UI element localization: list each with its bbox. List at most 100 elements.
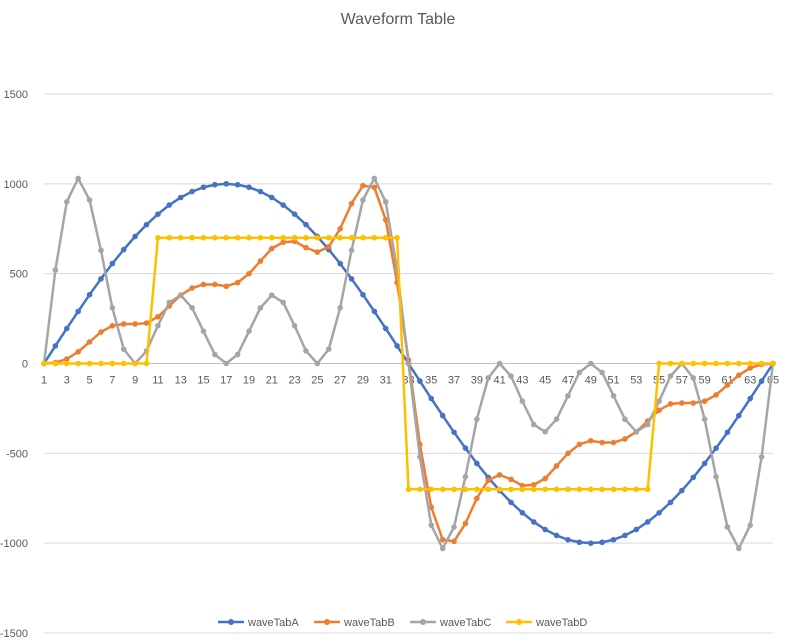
data-point-waveTabD <box>599 486 605 493</box>
data-point-waveTabC <box>246 328 252 334</box>
data-point-waveTabD <box>724 360 731 367</box>
data-point-waveTabC <box>212 351 218 358</box>
data-point-waveTabB <box>86 339 93 345</box>
data-point-waveTabB <box>599 439 605 446</box>
data-point-waveTabD <box>98 360 104 367</box>
data-point-waveTabD <box>280 234 287 241</box>
data-point-waveTabD <box>360 234 366 241</box>
data-point-waveTabB <box>348 200 355 207</box>
data-point-waveTabD <box>200 234 207 241</box>
data-point-waveTabC <box>109 305 116 311</box>
data-point-waveTabB <box>280 239 287 246</box>
data-point-waveTabB <box>496 472 503 478</box>
data-point-waveTabC <box>428 522 435 528</box>
data-point-waveTabD <box>667 360 674 367</box>
data-point-waveTabB <box>360 182 366 189</box>
data-point-waveTabD <box>462 486 469 493</box>
data-point-waveTabB <box>200 281 207 288</box>
data-point-waveTabC <box>223 360 230 367</box>
data-point-waveTabD <box>269 234 275 241</box>
data-point-waveTabC <box>667 373 674 379</box>
legend: waveTabA waveTabB waveTabC waveTabD <box>218 617 587 629</box>
data-point-waveTabA <box>656 510 662 516</box>
data-point-waveTabB <box>656 407 662 414</box>
data-point-waveTabC <box>52 267 59 273</box>
data-point-waveTabA <box>120 246 127 253</box>
series-layer <box>41 175 776 552</box>
data-point-waveTabC <box>701 416 708 422</box>
data-point-waveTabD <box>565 486 571 493</box>
data-point-waveTabA <box>530 519 537 525</box>
data-point-waveTabD <box>485 486 492 493</box>
data-point-waveTabB <box>120 321 127 327</box>
data-point-waveTabC <box>360 197 366 203</box>
data-point-waveTabD <box>120 360 127 367</box>
data-point-waveTabA <box>234 181 241 188</box>
data-point-waveTabB <box>462 520 469 527</box>
data-point-waveTabC <box>565 393 571 399</box>
data-point-waveTabA <box>633 526 640 533</box>
data-point-waveTabC <box>644 421 651 428</box>
x-tick-label: 21 <box>266 375 278 387</box>
data-point-waveTabA <box>644 519 651 525</box>
data-point-waveTabD <box>758 360 765 367</box>
data-point-waveTabD <box>325 234 332 241</box>
data-point-waveTabD <box>234 234 241 241</box>
data-point-waveTabA <box>86 291 93 298</box>
data-point-waveTabB <box>223 283 230 290</box>
data-point-waveTabC <box>189 305 195 311</box>
data-point-waveTabB <box>530 481 537 488</box>
data-point-waveTabC <box>758 454 765 460</box>
data-point-waveTabA <box>610 536 617 543</box>
y-axis: -1500 -1000 -500 0 500 1000 1500 <box>0 89 28 640</box>
data-point-waveTabB <box>474 495 480 502</box>
data-point-waveTabA <box>132 233 138 240</box>
data-point-waveTabD <box>508 486 514 493</box>
data-point-waveTabA <box>622 532 628 539</box>
data-point-waveTabD <box>394 234 400 241</box>
data-point-waveTabB <box>713 392 719 398</box>
data-point-waveTabD <box>690 360 697 367</box>
data-point-waveTabD <box>41 360 47 367</box>
data-point-waveTabC <box>690 375 697 381</box>
x-tick-label: 11 <box>152 375 163 387</box>
data-point-waveTabC <box>622 416 628 422</box>
data-point-waveTabC <box>485 375 492 381</box>
data-point-waveTabB <box>269 245 275 252</box>
data-point-waveTabC <box>576 369 583 376</box>
legend-item-waveTabD: waveTabD <box>506 617 587 629</box>
data-point-waveTabA <box>98 276 104 282</box>
data-point-waveTabC <box>599 369 605 376</box>
series-waveTabD <box>41 234 776 493</box>
data-point-waveTabA <box>474 460 480 467</box>
data-point-waveTabD <box>519 486 526 493</box>
data-point-waveTabC <box>405 360 412 367</box>
x-tick-label: 47 <box>562 375 574 387</box>
data-point-waveTabB <box>485 477 492 484</box>
data-point-waveTabB <box>667 401 674 407</box>
x-tick-label: 63 <box>744 375 756 387</box>
x-tick-label: 9 <box>132 375 138 387</box>
x-tick-label: 25 <box>311 375 323 387</box>
x-tick-label: 1 <box>41 375 47 387</box>
data-point-waveTabD <box>143 360 150 367</box>
data-point-waveTabB <box>451 538 457 545</box>
data-point-waveTabA <box>143 221 150 228</box>
data-point-waveTabB <box>508 476 514 483</box>
data-point-waveTabA <box>291 211 298 217</box>
x-tick-label: 5 <box>87 375 93 387</box>
data-point-waveTabB <box>246 270 252 277</box>
data-point-waveTabA <box>451 429 457 436</box>
data-point-waveTabA <box>599 539 605 546</box>
data-point-waveTabA <box>348 276 355 282</box>
data-point-waveTabA <box>200 184 207 191</box>
data-point-waveTabD <box>542 486 548 493</box>
data-point-waveTabA <box>223 181 230 187</box>
data-point-waveTabC <box>348 247 355 254</box>
data-point-waveTabB <box>189 285 195 291</box>
data-point-waveTabD <box>212 234 218 241</box>
data-point-waveTabD <box>428 486 435 493</box>
data-point-waveTabA <box>155 211 161 217</box>
data-point-waveTabC <box>303 348 309 354</box>
data-point-waveTabC <box>75 175 81 182</box>
